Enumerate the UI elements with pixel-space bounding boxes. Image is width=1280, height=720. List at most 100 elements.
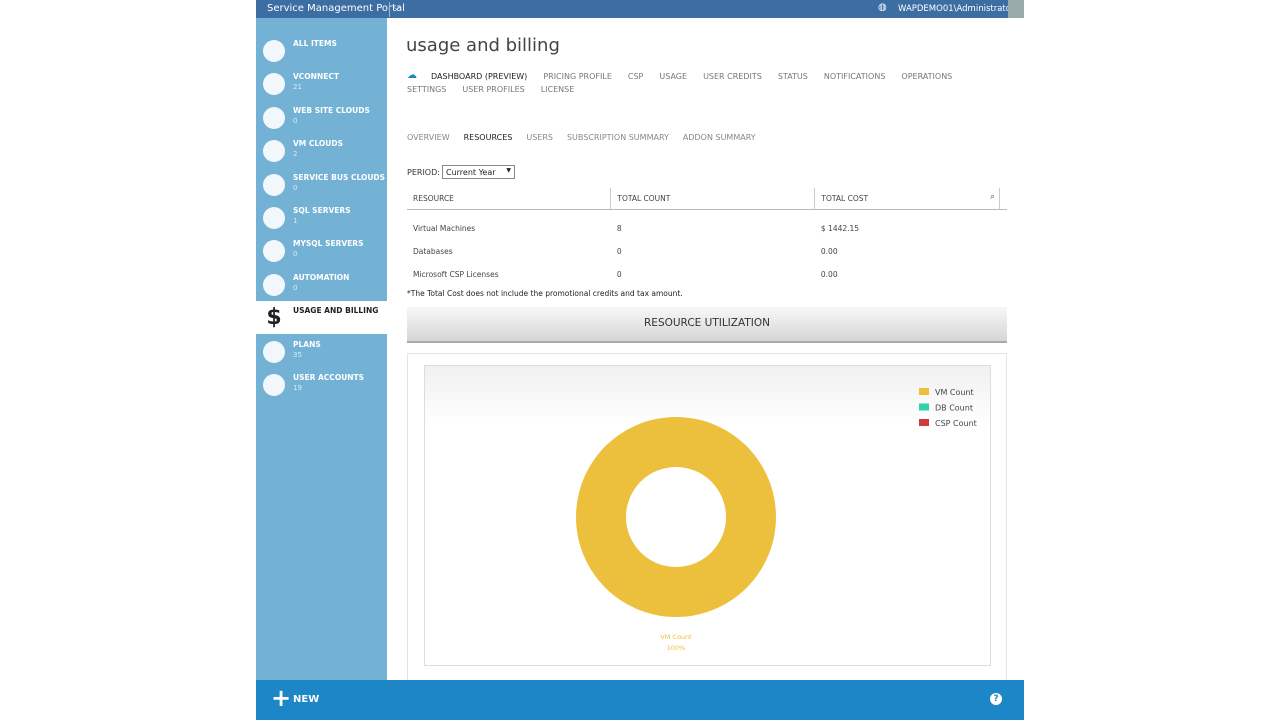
nav-item[interactable]: MYSQL SERVERS 0 — [256, 234, 387, 267]
table-cell: 0 — [616, 270, 622, 279]
nav-count: 0 — [293, 250, 298, 259]
subtab[interactable]: USERS — [526, 133, 553, 142]
column-header-search — [999, 188, 1007, 210]
nav-label: VCONNECT — [293, 72, 339, 82]
section-button[interactable]: RESOURCE UTILIZATION — [407, 307, 1007, 343]
legend-label[interactable]: CSP Count — [935, 419, 977, 428]
tabs: DASHBOARD (PREVIEW) ☁ PRICING PROFILE CSP US… — [407, 70, 977, 94]
table-cell: Databases — [413, 247, 453, 256]
new-button[interactable]: NEW — [293, 694, 320, 705]
nav-item[interactable]: WEB SITE CLOUDS 0 — [256, 101, 387, 134]
table-cell: Virtual Machines — [413, 224, 476, 233]
nav-label: AUTOMATION — [293, 272, 350, 282]
subtab[interactable]: OVERVIEW — [407, 133, 450, 142]
nav-count: 0 — [293, 183, 298, 192]
nav-item[interactable]: VCONNECT 21 — [256, 67, 387, 100]
legend-swatch[interactable] — [919, 403, 929, 411]
nav-label: SQL SERVERS — [293, 206, 351, 215]
table-cell: 0.00 — [820, 247, 838, 256]
nav-count: 2 — [293, 150, 298, 159]
tab[interactable]: NOTIFICATIONS — [823, 72, 886, 81]
nav-count: 0 — [293, 116, 298, 125]
table-cell: Microsoft CSP Licenses — [413, 270, 499, 279]
nav-icon — [263, 374, 285, 396]
nav-item[interactable]: PLANS 35 — [256, 335, 387, 368]
nav-icon — [263, 207, 285, 229]
nav-icon — [263, 240, 285, 263]
legend-label[interactable]: DB Count — [935, 404, 973, 413]
portal-menu[interactable]: ⌵ — [389, 2, 403, 17]
search-icon[interactable]: ⌕ — [990, 192, 996, 202]
subtab[interactable]: ADDON SUMMARY — [682, 133, 756, 142]
nav-count: 19 — [293, 384, 302, 392]
avatar[interactable] — [1008, 0, 1024, 18]
chart-frame — [424, 365, 991, 666]
tab[interactable]: LICENSE — [540, 85, 575, 94]
donut-segment[interactable] — [576, 417, 776, 617]
tab[interactable]: PRICING PROFILE — [543, 72, 612, 81]
nav-icon: $ — [266, 305, 282, 331]
nav-label: WEB SITE CLOUDS — [293, 105, 370, 115]
nav-icon — [263, 173, 285, 196]
note: *The Total Cost does not include the pro… — [407, 289, 683, 298]
nav-item[interactable]: VM CLOUDS 2 — [256, 134, 387, 167]
top-bar: Service Management Portal ⌵ ◍ WAPDEMO01\… — [256, 0, 1024, 18]
new-icon[interactable]: + — [271, 684, 292, 712]
table-cell: $ 1442.15 — [820, 224, 860, 233]
nav-label: USER ACCOUNTS — [293, 373, 365, 382]
tab[interactable]: OPERATIONS — [901, 72, 953, 81]
user-name[interactable]: WAPDEMO01\Administrator — [898, 4, 1015, 14]
nav-count: 35 — [293, 350, 302, 359]
tab-icon: ☁ — [407, 70, 417, 81]
legend-swatch[interactable] — [919, 388, 929, 395]
help-button[interactable]: ? — [990, 693, 1002, 705]
tab[interactable]: CSP — [627, 72, 644, 81]
table-row: Microsoft CSP Licenses 0 0.00 — [407, 263, 1007, 286]
portal-title[interactable]: Service Management Portal — [267, 3, 405, 14]
nav-item[interactable]: SERVICE BUS CLOUDS 0 — [256, 168, 387, 201]
data-label-name: VM Count — [660, 633, 692, 641]
period-select[interactable]: Current Year ▼ — [442, 165, 515, 179]
nav-label: SERVICE BUS CLOUDS — [293, 172, 386, 182]
table-cell: 0.00 — [820, 270, 838, 279]
chart-panel — [407, 353, 1007, 680]
tab[interactable]: SETTINGS — [407, 85, 447, 94]
dropdown-arrow: ▼ — [506, 167, 511, 174]
subtab[interactable]: SUBSCRIPTION SUMMARY — [566, 133, 669, 142]
tab[interactable]: USER PROFILES — [462, 85, 525, 94]
bottom-bar: + NEW ? — [256, 680, 1024, 720]
nav-item[interactable]: USER ACCOUNTS 19 — [256, 368, 387, 401]
period-value: Current Year — [446, 168, 496, 177]
nav-item[interactable]: SQL SERVERS 1 — [256, 201, 387, 234]
table-cell-empty — [1000, 263, 1008, 286]
table-row: Databases 0 0.00 — [407, 240, 1007, 263]
globe-icon[interactable]: ◍ — [878, 2, 887, 13]
resource-table: RESOURCE TOTAL COUNT TOTAL COST Virtual Mac… — [407, 188, 1007, 286]
period-label: PERIOD: — [407, 168, 440, 177]
nav-item[interactable]: AUTOMATION 0 — [256, 268, 387, 301]
legend-swatch[interactable] — [919, 419, 929, 426]
sidebar: ALL ITEMS VCONNECT 21 WEB SITE CLOUDS 0 VM CL… — [256, 18, 387, 680]
table-cell-empty — [1000, 210, 1008, 241]
nav-item[interactable]: $ USAGE AND BILLING — [256, 301, 387, 335]
subtab[interactable]: RESOURCES — [463, 133, 513, 142]
nav-icon — [263, 73, 285, 96]
legend-label[interactable]: VM Count — [935, 388, 974, 397]
tab[interactable]: USAGE — [659, 72, 688, 81]
nav-item[interactable]: ALL ITEMS — [256, 34, 387, 67]
nav-icon — [263, 340, 285, 363]
nav-label: USAGE AND BILLING — [293, 306, 379, 316]
nav-count: 1 — [293, 217, 298, 225]
tab[interactable]: STATUS — [777, 72, 808, 81]
table-cell: 0 — [616, 247, 622, 256]
nav-label: ALL ITEMS — [293, 39, 337, 48]
tab[interactable]: DASHBOARD (PREVIEW) ☁ — [407, 70, 528, 81]
table-cell-empty — [1000, 240, 1008, 263]
column-header: TOTAL COST — [814, 188, 1000, 210]
nav-label: VM CLOUDS — [293, 139, 343, 149]
table-header: RESOURCE TOTAL COUNT TOTAL COST — [407, 188, 1007, 210]
column-header: RESOURCE — [407, 188, 612, 210]
nav-label: PLANS — [293, 339, 321, 349]
tab[interactable]: USER CREDITS — [703, 72, 762, 81]
